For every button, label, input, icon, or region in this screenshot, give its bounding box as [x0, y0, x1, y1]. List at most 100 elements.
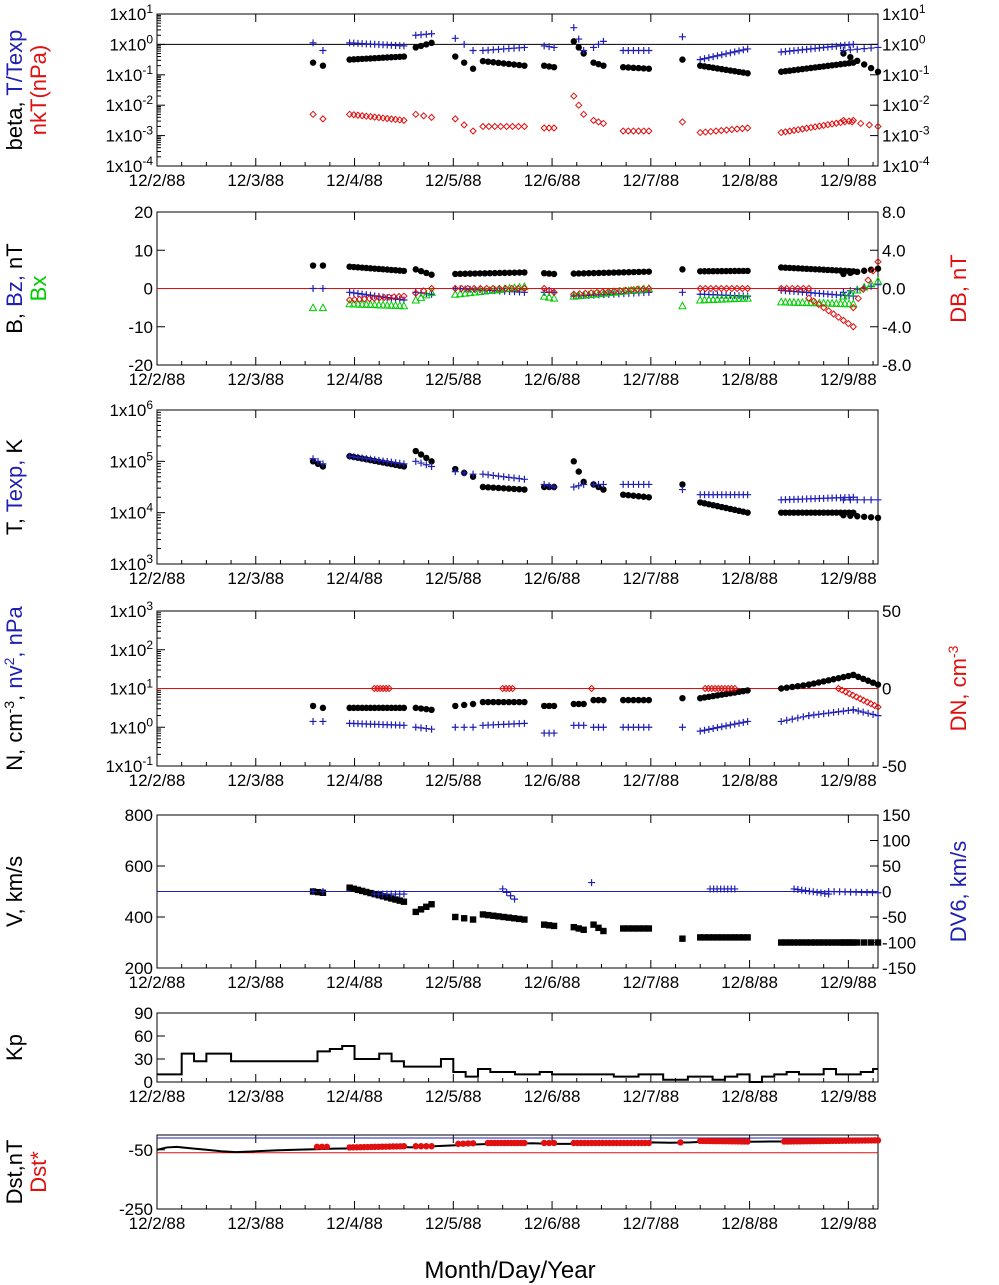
density-y-tick-label: 1x100	[109, 715, 153, 737]
mag-data-point	[598, 288, 607, 296]
density-data-point	[713, 724, 721, 732]
mag-data-point	[345, 299, 354, 308]
density-data-point	[794, 682, 802, 690]
density-y2-axis-title-part-0-0: DN, cm	[946, 658, 971, 731]
mag-data-point	[570, 290, 578, 298]
velocity-data-point	[803, 939, 810, 946]
beta-x-tick-label: 12/5/88	[425, 171, 482, 190]
density-data-point	[580, 700, 587, 708]
velocity-data-point	[363, 888, 370, 896]
beta-data-point	[417, 42, 425, 50]
mag-data-point	[840, 270, 847, 278]
dst-data-point	[417, 1143, 425, 1150]
beta-series-ttexp	[309, 24, 882, 64]
beta-data-point	[500, 60, 507, 67]
velocity-data-point	[630, 925, 637, 932]
velocity-y2-tick-label: -50	[882, 908, 907, 927]
density-data-point	[830, 708, 838, 716]
beta-data-point	[412, 44, 419, 51]
mag-data-point	[867, 282, 875, 290]
density-y-tick-label: 1x101	[109, 677, 153, 699]
mag-data-point	[581, 289, 590, 298]
mag-data-point	[476, 270, 484, 277]
beta-data-point	[874, 68, 882, 75]
beta-data-point	[550, 43, 558, 51]
mag-x-tick-label: 12/6/88	[524, 370, 581, 389]
dst-data-point	[645, 1139, 653, 1147]
beta-data-point	[540, 42, 548, 50]
density-data-point	[859, 708, 867, 716]
density-data-point	[854, 707, 862, 715]
beta-y-tick-label: 1x10-4	[105, 154, 153, 176]
density-y-tick-exp: 2	[146, 638, 153, 652]
velocity-data-point	[640, 925, 647, 932]
dst-data-point	[677, 1139, 684, 1146]
density-data-point	[856, 694, 864, 703]
mag-data-point	[640, 268, 648, 275]
density-y-axis-title-part-0-0: N, cm	[2, 713, 27, 770]
beta-data-point	[860, 61, 868, 68]
mag-data-point	[824, 307, 833, 315]
beta-data-point	[640, 127, 648, 135]
density-data-point	[376, 684, 384, 693]
temp-data-point	[510, 485, 518, 493]
mag-data-point	[854, 294, 862, 303]
mag-data-point	[481, 270, 489, 277]
temp-data-point	[645, 494, 653, 501]
mag-y2-axis-title-line-0: DB, nT	[946, 254, 971, 322]
density-data-point	[834, 684, 843, 693]
kp-y-tick-label: 90	[134, 1004, 153, 1023]
temp-y-axis-title-part-0-2: K	[2, 439, 27, 454]
mag-data-point	[849, 323, 858, 331]
velocity-data-point	[874, 889, 882, 897]
mag-data-point	[738, 284, 747, 293]
beta-y-tick-label: 1x10-3	[105, 124, 153, 146]
density-y-axis-title-line-0: N, cm-3, nv2, nPa	[1, 605, 27, 770]
temp-x-tick-label: 12/2/88	[129, 569, 186, 588]
density-data-point	[721, 684, 729, 693]
velocity-data-point	[358, 887, 366, 895]
density-data-point	[739, 718, 747, 726]
velocity-data-point	[705, 934, 713, 941]
dst-y-axis-title-part-1-0: Dst*	[26, 1151, 51, 1193]
density-data-point	[505, 698, 513, 706]
density-data-point	[498, 684, 507, 693]
velocity-y2-tick-label: 0	[882, 883, 891, 902]
mag-data-point	[625, 268, 633, 276]
velocity-data-point	[860, 939, 868, 946]
mag-data-point	[839, 316, 848, 325]
beta-y-axis-title-line-1: nkT(nPa)	[26, 45, 51, 135]
mag-data-point	[844, 319, 853, 328]
velocity-y-tick-label: 800	[125, 806, 153, 825]
velocity-x-tick-label: 12/9/88	[820, 973, 877, 992]
density-data-point	[867, 700, 875, 708]
velocity-data-point	[550, 922, 558, 930]
density-data-point	[451, 723, 459, 731]
density-data-point	[820, 710, 828, 718]
mag-data-point	[496, 269, 503, 277]
temp-data-point	[847, 512, 854, 519]
velocity-data-point	[828, 939, 836, 946]
mag-data-point	[466, 270, 474, 277]
mag-x-tick-label: 12/4/88	[326, 370, 383, 389]
density-y-axis-title-part-0-3: nv	[2, 665, 27, 688]
mag-data-point	[849, 303, 858, 312]
beta-x-tick-label: 12/8/88	[721, 171, 778, 190]
temp-data-point	[635, 493, 642, 500]
velocity-data-point	[816, 939, 823, 946]
density-x-tick-label: 12/3/88	[227, 771, 284, 790]
velocity-data-point	[499, 885, 507, 893]
mag-data-point	[733, 284, 741, 293]
beta-data-point	[718, 51, 726, 59]
mag-data-point	[852, 285, 862, 294]
density-y-tick-exp: 3	[146, 599, 153, 613]
dst-y-axis-title-line-0: Dst,nT	[2, 1140, 27, 1205]
beta-data-point	[594, 40, 602, 48]
mag-data-point	[465, 288, 475, 297]
density-data-point	[869, 710, 877, 718]
mag-data-point	[349, 299, 359, 308]
mag-data-point	[847, 269, 854, 277]
mag-data-point	[520, 282, 529, 291]
beta-data-point	[854, 57, 861, 65]
chart-panels: 12/2/88 12/3/88 12/4/88 12/5/88 12/6/88 12/7/…	[1, 2, 971, 1233]
